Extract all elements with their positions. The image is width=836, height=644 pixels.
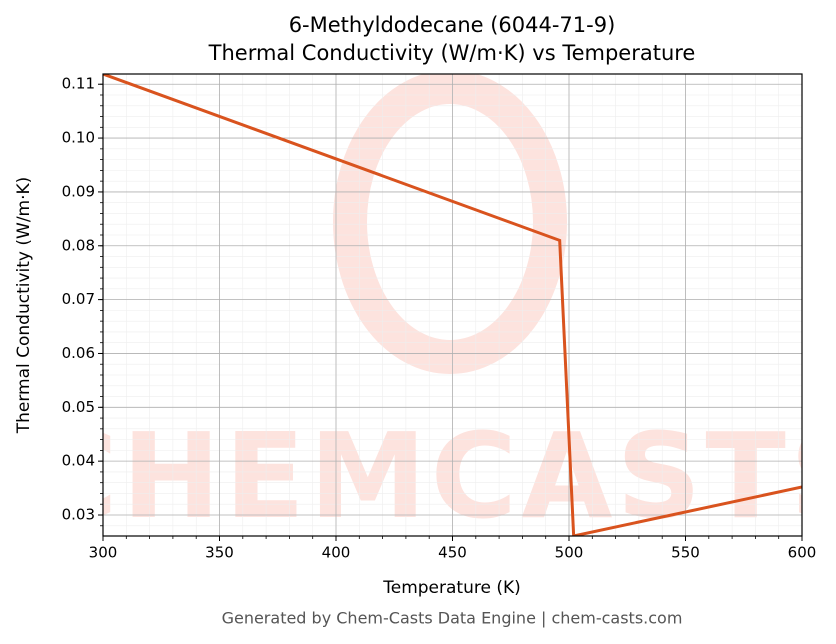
x-tick-label: 400: [322, 544, 351, 562]
chart-subtitle: Thermal Conductivity (W/m·K) vs Temperat…: [208, 41, 696, 65]
x-tick-label: 450: [438, 544, 467, 562]
y-tick-label: 0.03: [62, 506, 95, 524]
y-axis-label: Thermal Conductivity (W/m·K): [14, 177, 34, 435]
y-tick-label: 0.05: [62, 398, 95, 416]
y-tick-label: 0.11: [62, 75, 95, 93]
y-tick-label: 0.07: [62, 290, 95, 308]
x-tick-label: 600: [788, 544, 817, 562]
x-tick-label: 350: [205, 544, 234, 562]
y-tick-label: 0.10: [62, 129, 95, 147]
x-tick-label: 550: [671, 544, 700, 562]
watermark-ring: [333, 74, 567, 374]
chart-title: 6-Methyldodecane (6044-71-9): [289, 13, 616, 37]
x-axis-label: Temperature (K): [382, 578, 521, 598]
watermark-group: CHEMCASTS: [31, 74, 836, 545]
y-tick-label: 0.09: [62, 182, 95, 200]
plot-frame: [102, 73, 803, 537]
x-tick-label: 500: [555, 544, 584, 562]
watermark: CHEMCASTS: [31, 407, 836, 545]
y-tick-label: 0.04: [62, 452, 95, 470]
y-tick-label: 0.06: [62, 344, 95, 362]
y-tick-label: 0.08: [62, 236, 95, 254]
footer: Generated by Chem-Casts Data Engine | ch…: [222, 609, 683, 628]
data-line: [103, 74, 802, 536]
x-tick-label: 300: [89, 544, 118, 562]
